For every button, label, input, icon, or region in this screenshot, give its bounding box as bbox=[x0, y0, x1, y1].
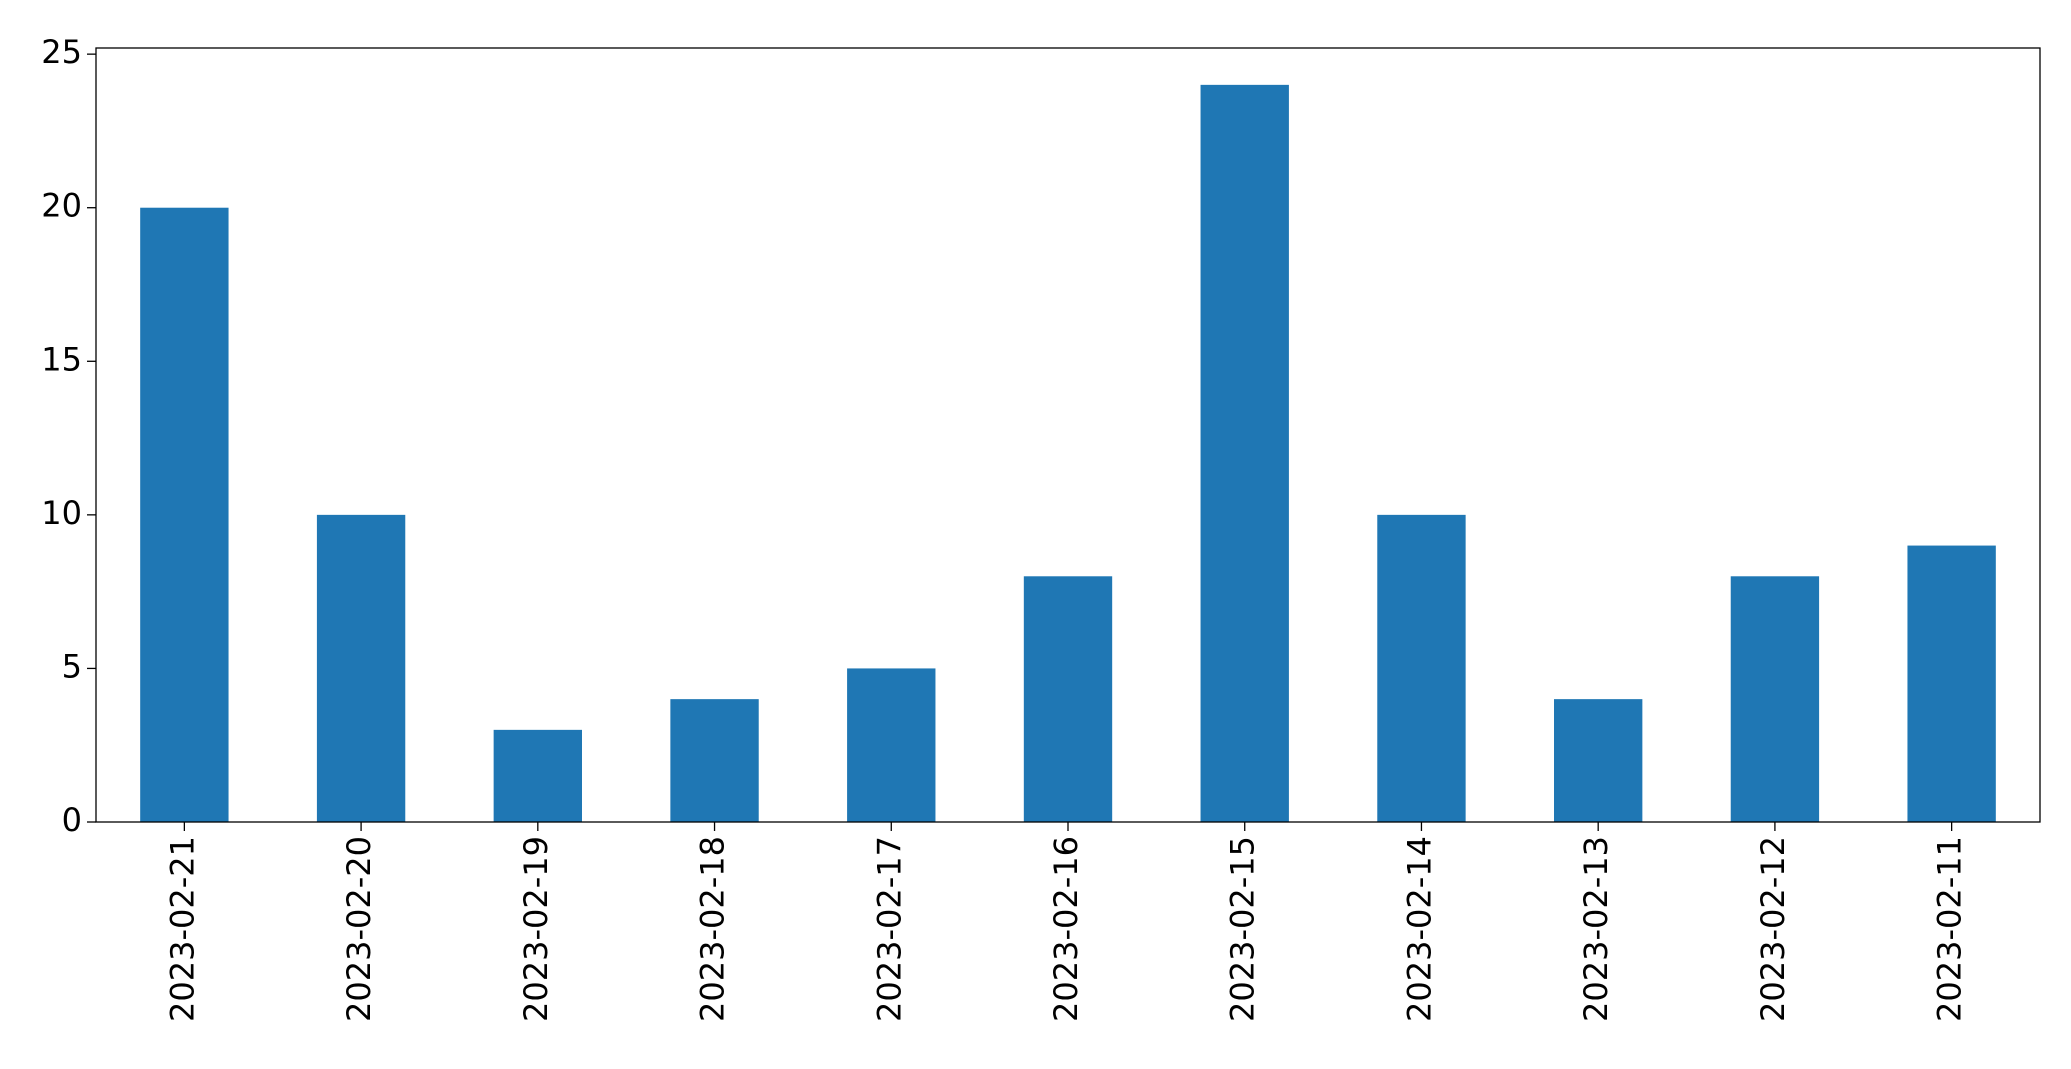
x-tick-label: 2023-02-11 bbox=[1931, 836, 1969, 1022]
y-tick-label: 5 bbox=[62, 647, 82, 685]
bar bbox=[316, 514, 406, 822]
y-tick-label: 10 bbox=[41, 494, 82, 532]
bar bbox=[493, 729, 582, 822]
x-tick-label: 2023-02-20 bbox=[340, 836, 378, 1022]
x-tick-label: 2023-02-21 bbox=[163, 836, 201, 1022]
bar bbox=[670, 699, 759, 822]
y-tick-label: 20 bbox=[41, 187, 82, 225]
bar bbox=[1907, 545, 1996, 822]
bar bbox=[847, 668, 936, 822]
y-tick-label: 0 bbox=[62, 801, 82, 839]
x-tick-label: 2023-02-13 bbox=[1577, 836, 1615, 1022]
x-tick-label: 2023-02-19 bbox=[517, 836, 555, 1022]
bar bbox=[1023, 576, 1113, 822]
y-tick-label: 15 bbox=[41, 340, 82, 378]
x-tick-label: 2023-02-16 bbox=[1047, 836, 1085, 1022]
bar bbox=[140, 207, 229, 822]
x-tick-label: 2023-02-14 bbox=[1400, 836, 1438, 1022]
x-tick-label: 2023-02-17 bbox=[870, 836, 908, 1022]
x-tick-label: 2023-02-18 bbox=[694, 836, 732, 1022]
x-tick-label: 2023-02-15 bbox=[1224, 836, 1262, 1022]
plot-frame bbox=[95, 47, 2041, 823]
bar bbox=[1200, 84, 1289, 823]
x-tick-label: 2023-02-12 bbox=[1754, 836, 1792, 1022]
bar bbox=[1554, 699, 1643, 822]
bar bbox=[1730, 576, 1820, 822]
y-tick-label: 25 bbox=[41, 33, 82, 71]
bar bbox=[1377, 514, 1466, 822]
